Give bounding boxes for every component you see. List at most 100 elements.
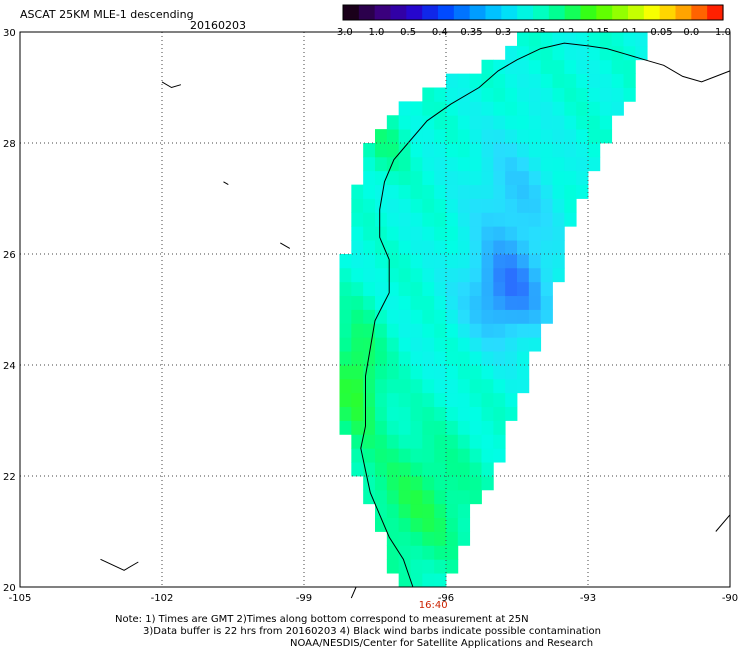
swath-cell <box>540 309 553 324</box>
swath-cell <box>635 45 648 61</box>
swath-cell <box>588 115 601 130</box>
swath-cell <box>351 420 364 435</box>
swath-cell <box>517 156 530 172</box>
swath-cell <box>517 184 530 199</box>
swath-cell <box>410 226 423 241</box>
swath-cell <box>434 337 447 352</box>
swath-cell <box>422 212 435 227</box>
swath-cell <box>599 87 613 102</box>
swath-cell <box>386 489 400 505</box>
swath-cell <box>457 267 471 283</box>
swath-cell <box>351 448 364 463</box>
swath-cell <box>540 87 553 102</box>
swath-cell <box>493 365 506 380</box>
swath-cell <box>457 351 471 366</box>
swath-cell <box>351 254 364 269</box>
swath-cell <box>386 420 400 435</box>
swath-cell <box>493 392 506 408</box>
swath-cell <box>457 101 471 116</box>
swath-cell <box>363 434 376 449</box>
swath-cell <box>375 434 388 449</box>
swath-cell <box>398 281 411 297</box>
swath-cell <box>481 365 494 380</box>
swath-cell <box>457 156 471 172</box>
swath-cell <box>576 73 589 88</box>
swath-cell <box>363 337 376 352</box>
swath-cell <box>434 170 447 186</box>
swath-cell <box>375 198 388 213</box>
swath-cell <box>375 129 388 144</box>
swath-cell <box>434 573 447 588</box>
swath-cell <box>446 337 459 352</box>
product-date: 20160203 <box>190 19 246 32</box>
swath-cell <box>434 87 447 102</box>
swath-cell <box>528 87 542 102</box>
swath-cell <box>422 531 435 546</box>
swath-cell <box>552 59 565 75</box>
swath-cell <box>398 240 411 255</box>
swath-cell <box>457 392 471 408</box>
swath-cell <box>375 226 388 241</box>
swath-cell <box>398 559 411 574</box>
swath-cell <box>446 448 459 463</box>
swath-cell <box>493 267 506 283</box>
swath-cell <box>528 295 542 310</box>
swath-cell <box>434 476 447 491</box>
swath-cell <box>410 184 423 199</box>
swath-cell <box>493 73 506 88</box>
lat-tick-label: 22 <box>3 472 16 483</box>
swath-cell <box>635 32 648 47</box>
swath-cell <box>446 73 459 88</box>
swath-cell <box>469 254 482 269</box>
swath-cell <box>457 281 471 297</box>
lon-tick-label: -96 <box>438 593 454 604</box>
swath-cell <box>469 198 482 213</box>
swath-cell <box>505 240 518 255</box>
swath-cell <box>410 517 423 532</box>
swath-cell <box>386 226 400 241</box>
swath-cell <box>552 254 565 269</box>
swath-cell <box>339 267 352 283</box>
swath-cell <box>422 156 435 172</box>
swath-cell <box>434 226 447 241</box>
swath-cell <box>493 254 506 269</box>
swath-cell <box>493 129 506 144</box>
swath-cell <box>576 59 589 75</box>
swath-cell <box>446 170 459 186</box>
swath-cell <box>564 32 577 47</box>
swath-cell <box>457 434 471 449</box>
swath-cell <box>576 143 589 158</box>
swath-cell <box>446 323 459 338</box>
swath-cell <box>375 267 388 283</box>
swath-cell <box>410 198 423 213</box>
swath-cell <box>481 143 494 158</box>
swath-cell <box>398 351 411 366</box>
swath-cell <box>375 406 388 421</box>
swath-cell <box>493 184 506 199</box>
swath-cell <box>351 365 364 380</box>
swath-cell <box>410 365 423 380</box>
swath-cell <box>375 503 388 519</box>
swath-cell <box>564 59 577 75</box>
swath-cell <box>457 73 471 88</box>
swath-cell <box>552 212 565 227</box>
swath-cell <box>493 351 506 366</box>
colorbar-cell <box>358 5 376 20</box>
swath-cell <box>517 115 530 130</box>
swath-cell <box>505 170 518 186</box>
swath-cell <box>528 226 542 241</box>
swath-cell <box>386 254 400 269</box>
swath-cell <box>505 198 518 213</box>
swath-cell <box>481 295 494 310</box>
swath-cell <box>505 129 518 144</box>
swath-cell <box>398 420 411 435</box>
swath-cell <box>351 351 364 366</box>
swath-cell <box>422 337 435 352</box>
swath-cell <box>588 143 601 158</box>
swath-cell <box>375 392 388 408</box>
swath-cell <box>434 517 447 532</box>
swath-cell <box>339 351 352 366</box>
swath-cell <box>422 87 435 102</box>
swath-cell <box>363 170 376 186</box>
swath-cell <box>528 156 542 172</box>
